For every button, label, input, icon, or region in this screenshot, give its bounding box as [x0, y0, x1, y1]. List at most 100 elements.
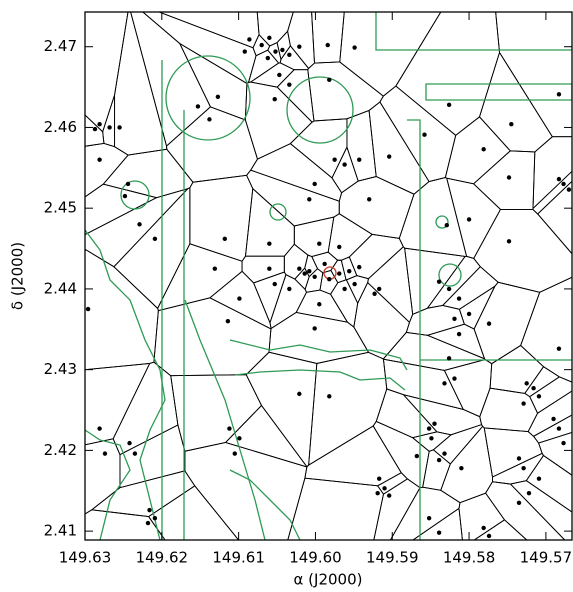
voronoi-cell — [395, 12, 500, 136]
y-tick-label: 2.43 — [44, 360, 77, 378]
point — [456, 296, 462, 301]
voronoi-cell — [444, 116, 511, 185]
point — [287, 52, 292, 57]
voronoi-cell — [473, 281, 541, 365]
point — [322, 261, 327, 267]
point — [317, 302, 322, 307]
point — [372, 291, 377, 296]
point — [452, 316, 457, 321]
point — [125, 181, 131, 187]
point — [102, 451, 108, 456]
voronoi-cell — [287, 477, 384, 540]
voronoi-cell — [289, 118, 348, 179]
point — [297, 44, 302, 49]
point — [297, 266, 302, 271]
point — [207, 117, 212, 122]
voronoi-cell — [509, 480, 572, 540]
point — [556, 92, 562, 97]
point — [556, 176, 562, 182]
point — [195, 104, 201, 109]
contour — [120, 180, 150, 210]
point — [267, 266, 272, 271]
point — [97, 122, 102, 127]
point — [446, 286, 452, 292]
contour — [286, 76, 354, 144]
point — [386, 154, 392, 159]
point — [556, 346, 562, 351]
voronoi-cell — [245, 351, 318, 468]
voronoi-cell — [244, 81, 313, 160]
point — [265, 55, 271, 61]
point — [426, 426, 432, 431]
point — [436, 279, 442, 284]
y-tick-label: 2.46 — [44, 118, 77, 136]
voronoi-cell — [532, 136, 572, 210]
voronoi-cell — [311, 12, 345, 64]
point — [509, 122, 514, 127]
point — [297, 391, 302, 397]
voronoi-cell — [184, 442, 308, 540]
voronoi-cell — [422, 449, 451, 491]
point — [237, 296, 242, 301]
point — [367, 197, 372, 202]
x-tick-label: 149.63 — [59, 549, 112, 567]
point — [466, 217, 472, 222]
point — [152, 516, 158, 521]
voronoi-cell — [524, 366, 561, 398]
point — [456, 331, 462, 337]
point — [466, 311, 472, 317]
voronoi-cell — [246, 169, 340, 227]
point — [426, 516, 432, 521]
point — [317, 241, 322, 246]
point — [287, 286, 292, 292]
point — [272, 281, 277, 287]
voronoi-cell — [520, 276, 572, 383]
voronoi-cell — [479, 387, 539, 433]
point — [232, 451, 237, 456]
point — [242, 49, 247, 54]
point — [247, 37, 252, 42]
contour — [85, 229, 166, 540]
voronoi-cell — [224, 404, 308, 468]
point — [436, 457, 442, 463]
point — [312, 326, 317, 331]
voronoi-cell — [293, 216, 335, 257]
point — [312, 181, 317, 187]
point — [521, 401, 526, 406]
plot-frame — [84, 11, 573, 541]
voronoi-cell — [119, 424, 186, 489]
voronoi-cell — [102, 94, 116, 148]
voronoi-cell — [404, 247, 466, 315]
point — [327, 77, 332, 83]
voronoi-cell — [353, 281, 411, 360]
point — [225, 319, 231, 324]
point — [436, 530, 442, 535]
point — [531, 386, 536, 391]
contour — [438, 263, 462, 287]
point — [481, 147, 486, 152]
voronoi-cell — [153, 297, 272, 377]
point — [222, 236, 228, 242]
point — [516, 456, 522, 461]
point — [524, 381, 529, 386]
point — [521, 465, 526, 471]
point — [267, 35, 272, 41]
point — [327, 277, 332, 282]
voronoi-cell — [114, 12, 168, 156]
point — [506, 239, 512, 244]
point — [446, 356, 452, 361]
voronoi-cell — [473, 519, 528, 540]
voronoi-cell — [244, 187, 295, 257]
point — [259, 42, 264, 48]
voronoi-cell — [382, 331, 487, 371]
contour — [85, 429, 131, 540]
point — [85, 306, 91, 312]
point — [432, 421, 437, 426]
point — [302, 271, 307, 276]
voronoi-cell — [532, 170, 572, 215]
point — [357, 157, 362, 162]
point — [446, 102, 452, 108]
point — [92, 126, 98, 132]
voronoi-cell — [166, 106, 258, 183]
